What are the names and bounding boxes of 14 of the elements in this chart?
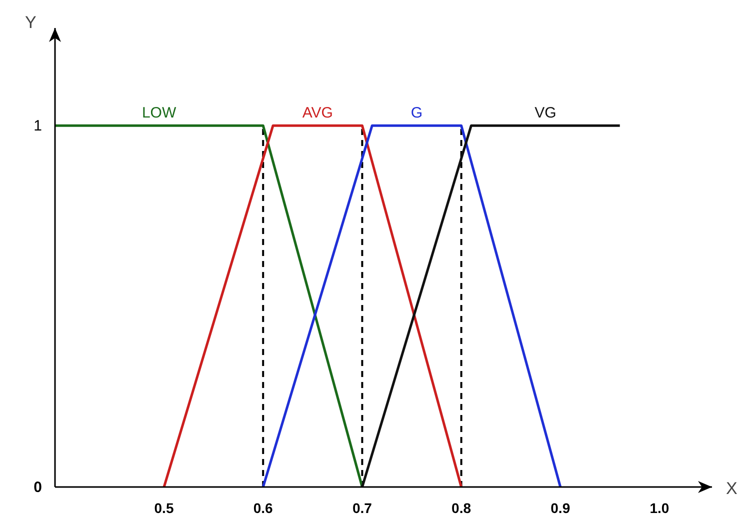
- x-tick-label: 0.5: [154, 500, 174, 516]
- series-label: VG: [534, 104, 556, 122]
- series-label: G: [410, 104, 423, 122]
- x-tick-label: 0.9: [550, 500, 570, 516]
- y-axis-title: Y: [25, 13, 36, 32]
- x-tick-label: 0.7: [352, 500, 372, 516]
- x-axis-title: X: [726, 479, 738, 498]
- series-label: AVG: [302, 104, 333, 122]
- x-tick-label: 1.0: [650, 500, 670, 516]
- series-label: LOW: [142, 104, 177, 122]
- x-tick-label: 0.6: [253, 500, 274, 516]
- y-tick-label: 1: [34, 118, 42, 135]
- y-tick-label: 0: [34, 479, 42, 496]
- x-tick-label: 0.8: [452, 500, 472, 516]
